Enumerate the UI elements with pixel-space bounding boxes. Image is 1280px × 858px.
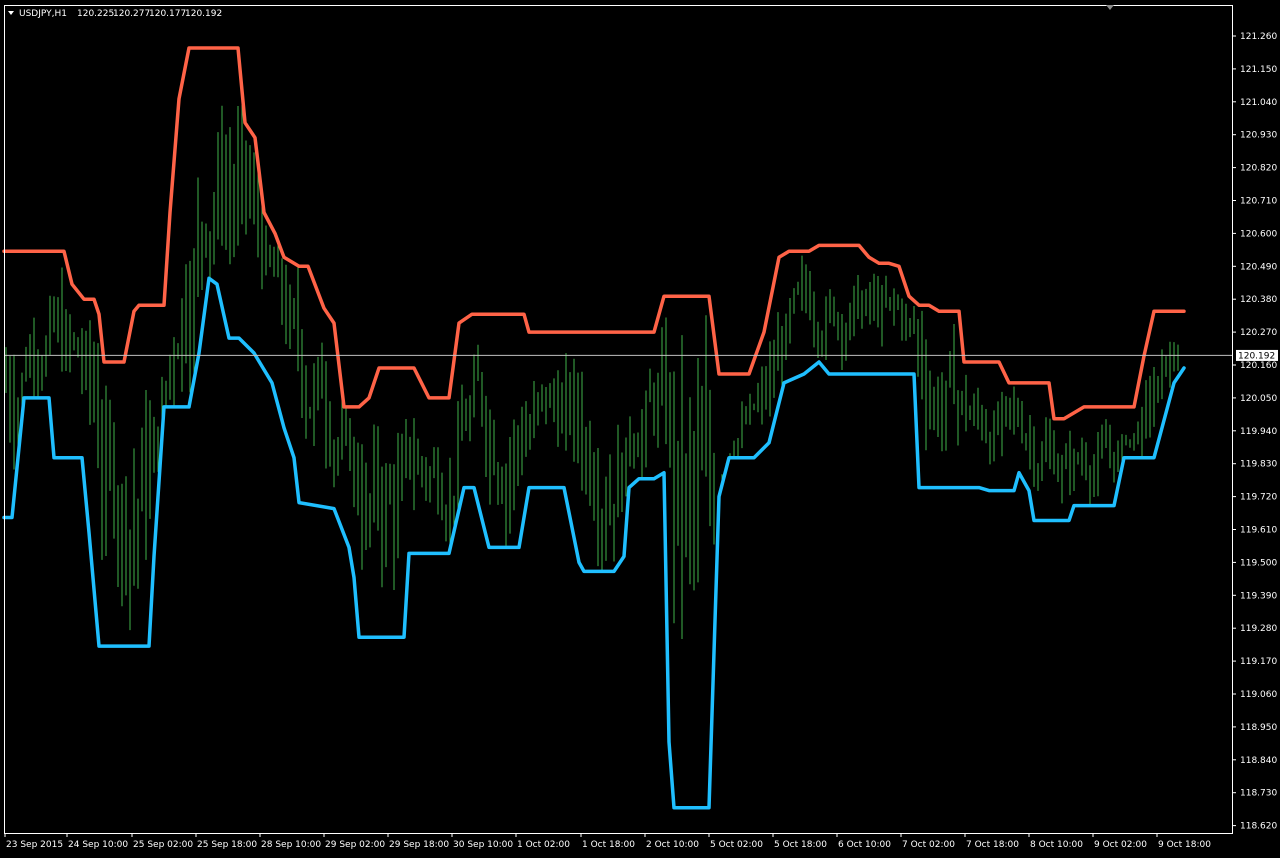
- price-label-text: 120.192: [1238, 351, 1275, 361]
- price-tick-label: 119.500: [1240, 558, 1277, 568]
- ohlc-high: 120.277: [113, 9, 150, 19]
- price-tick-label: 120.930: [1240, 131, 1277, 141]
- price-tick-label: 120.160: [1240, 361, 1277, 371]
- price-tick-label: 119.060: [1240, 690, 1277, 700]
- time-tick-label: 5 Oct 02:00: [710, 840, 763, 850]
- price-tick-label: 119.170: [1240, 657, 1277, 667]
- price-tick-label: 118.950: [1240, 723, 1277, 733]
- time-tick-label: 25 Sep 18:00: [197, 840, 257, 850]
- chart-header: USDJPY,H1 120.225 120.277 120.177 120.19…: [8, 9, 222, 19]
- time-tick-label: 30 Sep 10:00: [453, 840, 513, 850]
- time-tick-label: 24 Sep 10:00: [68, 840, 128, 850]
- lower-band-line: [2, 276, 1186, 810]
- time-tick-label: 5 Oct 18:00: [774, 840, 827, 850]
- price-tick-label: 118.840: [1240, 756, 1277, 766]
- bands-layer: [2, 46, 1186, 810]
- price-tick-label: 120.600: [1240, 229, 1277, 239]
- ohlc-close: 120.192: [185, 9, 222, 19]
- price-tick-label: 121.260: [1240, 32, 1277, 42]
- price-tick-label: 120.270: [1240, 328, 1277, 338]
- time-tick-label: 7 Oct 02:00: [902, 840, 955, 850]
- price-tick-label: 121.040: [1240, 98, 1277, 108]
- price-tick-label: 121.150: [1240, 65, 1277, 75]
- plot-frame: [4, 5, 1233, 834]
- price-tick-label: 120.820: [1240, 164, 1277, 174]
- price-tick-label: 120.380: [1240, 295, 1277, 305]
- time-tick-label: 29 Sep 02:00: [325, 840, 385, 850]
- time-tick-label: 29 Sep 18:00: [389, 840, 449, 850]
- ohlc-low: 120.177: [149, 9, 186, 19]
- price-label: 120.192: [1236, 349, 1278, 361]
- price-axis[interactable]: 121.260 121.150 121.040 120.930 120.820 120.7…: [1232, 32, 1277, 832]
- time-tick-label: 2 Oct 10:00: [646, 840, 699, 850]
- price-tick-label: 119.610: [1240, 526, 1277, 536]
- time-tick-label: 9 Oct 18:00: [1158, 840, 1211, 850]
- time-tick-label: 28 Sep 10:00: [261, 840, 321, 850]
- time-tick-label: 1 Oct 18:00: [582, 840, 635, 850]
- price-tick-label: 119.280: [1240, 624, 1277, 634]
- price-tick-label: 119.720: [1240, 493, 1277, 503]
- price-tick-label: 118.620: [1240, 822, 1277, 832]
- time-tick-label: 9 Oct 02:00: [1094, 840, 1147, 850]
- price-tick-label: 119.390: [1240, 591, 1277, 601]
- price-tick-label: 119.830: [1240, 460, 1277, 470]
- time-tick-label: 6 Oct 10:00: [838, 840, 891, 850]
- time-tick-label: 23 Sep 2015: [6, 840, 63, 850]
- time-tick-label: 1 Oct 02:00: [517, 840, 570, 850]
- time-tick-label: 25 Sep 02:00: [133, 840, 193, 850]
- ohlc-open: 120.225: [77, 9, 114, 19]
- triangle-down-icon[interactable]: [8, 11, 14, 15]
- time-tick-label: 7 Oct 18:00: [966, 840, 1019, 850]
- price-tick-label: 118.730: [1240, 789, 1277, 799]
- price-tick-label: 119.940: [1240, 427, 1277, 437]
- price-tick-label: 120.490: [1240, 262, 1277, 272]
- price-tick-label: 120.710: [1240, 197, 1277, 207]
- upper-band-line: [2, 46, 1186, 421]
- chart-shift-marker-icon[interactable]: [1106, 5, 1114, 10]
- price-tick-label: 120.050: [1240, 394, 1277, 404]
- time-tick-label: 8 Oct 10:00: [1030, 840, 1083, 850]
- symbol-label: USDJPY,H1: [19, 9, 67, 19]
- price-label-box: [1236, 349, 1278, 361]
- time-axis[interactable]: 23 Sep 2015 24 Sep 10:00 25 Sep 02:00 25 Se…: [4, 833, 1211, 850]
